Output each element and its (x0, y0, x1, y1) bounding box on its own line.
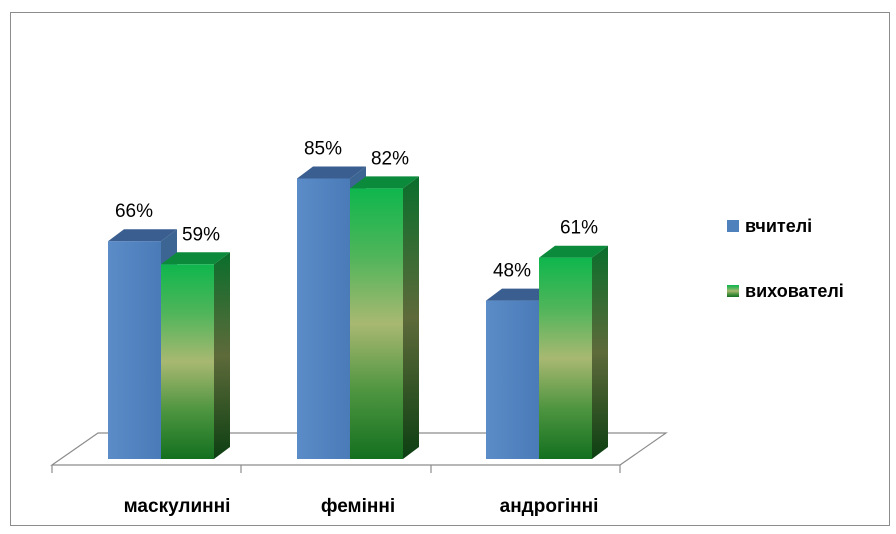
legend-swatch (727, 285, 739, 297)
bar-front-face (539, 257, 592, 459)
bar-side-face (214, 252, 230, 459)
bar-vykhovateli-1 (161, 252, 230, 459)
bar-top-face (297, 166, 366, 179)
category-label: маскулинні (124, 496, 231, 517)
data-label: 59% (182, 224, 220, 245)
bar-vykhovateli-2 (350, 176, 419, 459)
data-label: 82% (371, 148, 409, 169)
bar-top-face (486, 288, 555, 301)
category-label: андрогінні (500, 496, 599, 517)
bar-top-face (108, 229, 177, 242)
bars (108, 166, 608, 459)
legend: вчителі вихователі (727, 216, 844, 301)
bar-top-face (161, 252, 230, 265)
data-labels: 66% 59% 85% 82% 48% 61% (115, 139, 598, 282)
bar-chart: 66% 59% 85% 82% 48% 61% маскулинні фемінні андр… (50, 139, 844, 517)
bar-top-face (350, 176, 419, 189)
bar-vykhovateli-3 (539, 245, 608, 459)
data-label: 48% (493, 261, 531, 282)
legend-item: вчителі (727, 216, 812, 236)
category-labels: маскулинні фемінні андрогінні (124, 496, 599, 517)
legend-item: вихователі (727, 281, 844, 301)
data-label: 85% (304, 139, 342, 160)
legend-label: вихователі (745, 281, 844, 301)
bar-front-face (297, 178, 350, 459)
bar-vchyteli-1 (108, 229, 177, 459)
bar-side-face (592, 245, 608, 459)
category-label: фемінні (321, 496, 395, 517)
bar-front-face (486, 300, 539, 459)
chart-frame: 66% 59% 85% 82% 48% 61% маскулинні фемінні андр… (10, 12, 890, 526)
bar-top-face (539, 245, 608, 258)
legend-swatch (727, 220, 739, 232)
bar-side-face (403, 176, 419, 459)
bar-front-face (350, 188, 403, 459)
data-label: 66% (115, 201, 153, 222)
bar-front-face (161, 264, 214, 459)
data-label: 61% (560, 218, 598, 239)
bar-front-face (108, 241, 161, 459)
legend-label: вчителі (745, 216, 812, 236)
